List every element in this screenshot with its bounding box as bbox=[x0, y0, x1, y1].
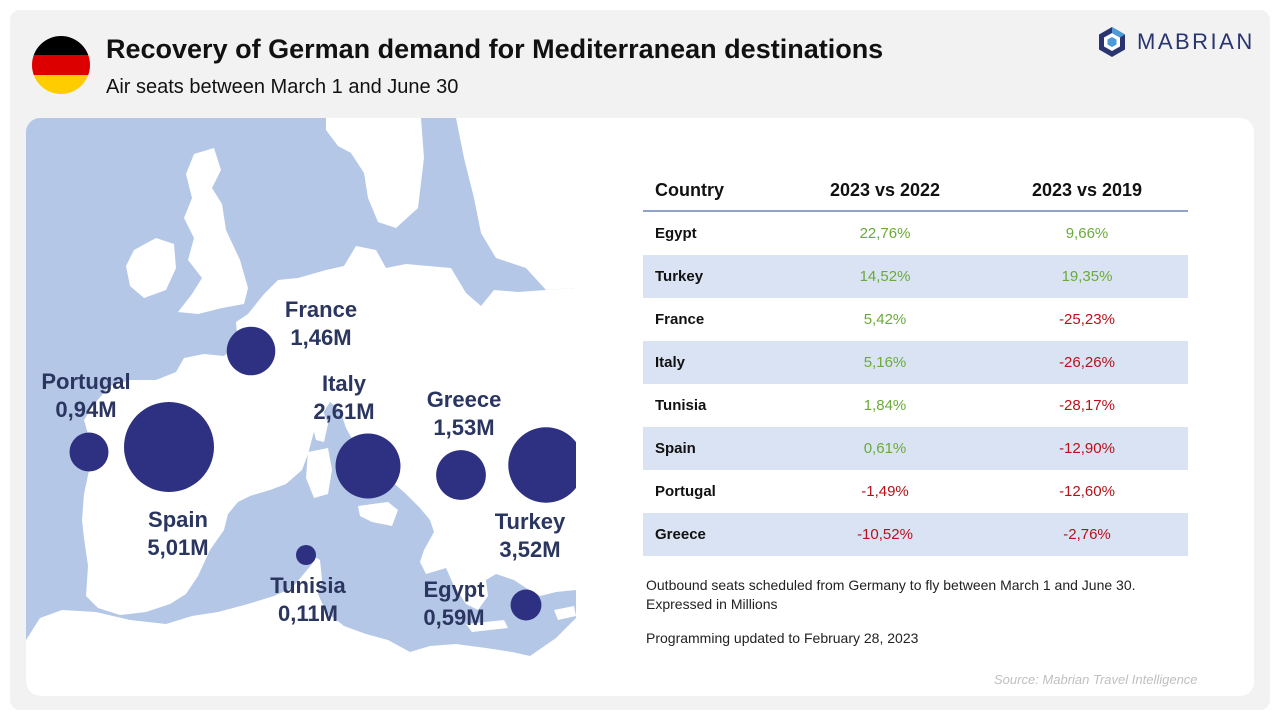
cell-country: Portugal bbox=[655, 483, 716, 500]
map-label-portugal: Portugal 0,94M bbox=[41, 369, 131, 422]
bubble-greece bbox=[436, 450, 486, 500]
map-label-turkey: Turkey 3,52M bbox=[494, 509, 566, 562]
land-sicily bbox=[358, 502, 398, 526]
header-country: Country bbox=[643, 170, 784, 212]
footnote-updated: Programming updated to February 28, 2023 bbox=[646, 630, 919, 646]
land-sardinia bbox=[306, 448, 332, 498]
cell-2023-vs-2019: -25,23% bbox=[1059, 311, 1115, 328]
cell-2023-vs-2022: 5,16% bbox=[784, 341, 986, 384]
cell-country: Greece bbox=[643, 513, 784, 556]
land-crete bbox=[466, 620, 508, 632]
land-finland bbox=[456, 118, 576, 290]
cell-2023-vs-2019: 9,66% bbox=[1065, 225, 1109, 242]
table-row: Turkey 14,52% 19,35% bbox=[643, 255, 1188, 298]
land-scandinavia bbox=[326, 118, 424, 228]
source-credit: Source: Mabrian Travel Intelligence bbox=[994, 672, 1198, 687]
bubble-egypt bbox=[510, 589, 542, 621]
cell-2023-vs-2022: -1,49% bbox=[861, 483, 909, 500]
table-row: Egypt 22,76% 9,66% bbox=[643, 211, 1188, 255]
table-row: France 5,42% -25,23% bbox=[643, 298, 1188, 341]
mabrian-logo: MABRIAN bbox=[1097, 26, 1255, 58]
table-row: Portugal -1,49% -12,60% bbox=[643, 470, 1188, 513]
map-label-greece: Greece 1,53M bbox=[426, 387, 502, 440]
table-row: Tunisia 1,84% -28,17% bbox=[643, 384, 1188, 427]
cell-2023-vs-2019: -2,76% bbox=[986, 513, 1188, 556]
bubble-portugal bbox=[69, 432, 109, 472]
bubble-turkey bbox=[508, 427, 576, 503]
growth-table: Country 2023 vs 2022 2023 vs 2019 Egypt 2… bbox=[643, 170, 1188, 556]
cell-country: Italy bbox=[643, 341, 784, 384]
footnote-line-1: Outbound seats scheduled from Germany to… bbox=[646, 577, 1136, 593]
land-corsica bbox=[312, 408, 328, 442]
mabrian-hexagon-icon bbox=[1099, 27, 1125, 57]
content-panel: France 1,46M Portugal 0,94M Italy 2,61M Gre… bbox=[26, 118, 1254, 696]
cell-country: France bbox=[655, 311, 705, 328]
cell-country: Spain bbox=[643, 427, 784, 470]
table-row: Greece -10,52% -2,76% bbox=[643, 513, 1188, 556]
cell-country: Tunisia bbox=[655, 397, 707, 414]
land-europe bbox=[82, 246, 576, 615]
bubble-france bbox=[226, 326, 276, 376]
cell-country: Turkey bbox=[643, 255, 784, 298]
bubble-tunisia bbox=[296, 545, 316, 565]
table-row: Italy 5,16% -26,26% bbox=[643, 341, 1188, 384]
cell-2023-vs-2019: -12,90% bbox=[986, 427, 1188, 470]
cell-2023-vs-2022: 22,76% bbox=[859, 225, 911, 242]
cell-2023-vs-2022: 5,42% bbox=[863, 311, 907, 328]
land-great-britain bbox=[178, 148, 248, 314]
map-label-tunisia: Tunisia 0,11M bbox=[270, 573, 346, 626]
cell-2023-vs-2019: -28,17% bbox=[1059, 397, 1115, 414]
bubble-spain bbox=[124, 402, 214, 492]
bubble-italy bbox=[335, 433, 401, 499]
cell-2023-vs-2022: 1,84% bbox=[863, 397, 907, 414]
page-title: Recovery of German demand for Mediterran… bbox=[106, 34, 884, 64]
header-2023-vs-2019: 2023 vs 2019 bbox=[986, 170, 1188, 212]
cell-2023-vs-2022: 0,61% bbox=[784, 427, 986, 470]
germany-flag-icon bbox=[32, 36, 90, 94]
cell-country: Egypt bbox=[655, 225, 697, 242]
cell-2023-vs-2019: -26,26% bbox=[986, 341, 1188, 384]
map-label-spain: Spain 5,01M bbox=[147, 507, 209, 560]
map-label-france: France 1,46M bbox=[284, 297, 358, 350]
page-subtitle: Air seats between March 1 and June 30 bbox=[106, 76, 459, 98]
land-cyprus bbox=[554, 606, 576, 620]
land-north-africa bbox=[26, 554, 576, 696]
footnote-description: Outbound seats scheduled from Germany to… bbox=[646, 576, 1206, 614]
map-label-italy: Italy 2,61M bbox=[313, 371, 375, 424]
cell-2023-vs-2019: 19,35% bbox=[986, 255, 1188, 298]
footnote-line-2: Expressed in Millions bbox=[646, 596, 778, 612]
logo-text: MABRIAN bbox=[1137, 29, 1255, 54]
mediterranean-map bbox=[26, 118, 576, 696]
table-header-row: Country 2023 vs 2022 2023 vs 2019 bbox=[643, 170, 1188, 212]
table-row: Spain 0,61% -12,90% bbox=[643, 427, 1188, 470]
cell-2023-vs-2019: -12,60% bbox=[1059, 483, 1115, 500]
cell-2023-vs-2022: 14,52% bbox=[784, 255, 986, 298]
map-label-egypt: Egypt 0,59M bbox=[423, 577, 485, 630]
cell-2023-vs-2022: -10,52% bbox=[784, 513, 986, 556]
land-ireland bbox=[126, 238, 176, 298]
map-canvas bbox=[26, 118, 576, 696]
header-2023-vs-2022: 2023 vs 2022 bbox=[784, 170, 986, 212]
